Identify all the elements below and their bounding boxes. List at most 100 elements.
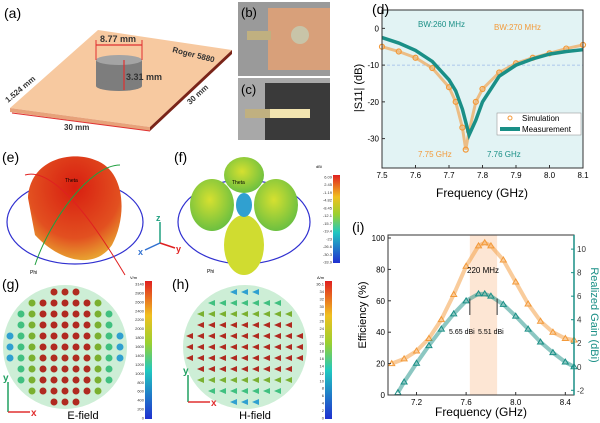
field-dot (28, 310, 36, 318)
efficiency-point (511, 277, 520, 285)
field-dot (105, 365, 113, 373)
gain-point (524, 325, 533, 332)
field-dot (39, 387, 47, 395)
efficiency-point (499, 256, 508, 263)
field-dot (61, 332, 69, 340)
annotation-bandwidth: 220 MHz (467, 266, 499, 275)
colorbar-unit: V/m (130, 275, 138, 280)
field-arrow (274, 355, 281, 361)
field-dot (72, 354, 80, 362)
field-dot (116, 354, 124, 362)
field-dot (72, 321, 80, 329)
colorbar-tick-label: 1200 (135, 362, 145, 367)
field-arrow (230, 300, 237, 306)
field-dot (50, 299, 58, 307)
colorbar-tick-label: 400 (137, 398, 144, 403)
field-arrow (197, 377, 204, 383)
colorbar-tick-label: 30 (320, 304, 325, 309)
x-tick-label: 7.7 (443, 171, 455, 180)
colorbar-unit: A/m (317, 275, 325, 280)
field-arrow (230, 355, 237, 361)
colorbar-tick-label: 12 (320, 371, 325, 376)
annotation-gain-low: 5.65 dBi (449, 329, 475, 336)
x-axis-label: Frequency (GHz) (435, 405, 527, 419)
gain-point (425, 341, 433, 349)
y-axis-label: y (183, 366, 189, 377)
field-dot (61, 343, 69, 351)
field-dot (17, 321, 25, 329)
colorbar-tick-label: 8 (322, 386, 325, 391)
field-arrow (219, 366, 226, 372)
colorbar-tick-label: 800 (137, 380, 144, 385)
colorbar-tick-label: 2400 (135, 308, 145, 313)
panel-label: (c) (241, 82, 256, 97)
efficiency-point (400, 354, 409, 362)
field-dot (116, 343, 124, 351)
field-arrow (263, 322, 270, 328)
colorbar-tick-label: 14 (320, 363, 325, 368)
field-arrow (197, 366, 204, 372)
field-arrow (263, 355, 270, 361)
field-dot (39, 365, 47, 373)
field-arrow (197, 355, 204, 361)
field-dot (94, 354, 102, 362)
field-dot (61, 288, 69, 296)
field-dot (39, 310, 47, 318)
panel-label: (f) (174, 149, 187, 165)
field-arrow (230, 366, 237, 372)
x-tick-label: 7.2 (411, 398, 423, 407)
panel-label: (h) (172, 276, 189, 292)
colorbar-tick-label: -33.9 (323, 260, 333, 265)
y-axis-label: y (176, 244, 181, 254)
field-dot (17, 365, 25, 373)
field-dot (28, 365, 36, 373)
field-arrow (252, 311, 259, 317)
y2-tick-label: 4 (577, 316, 582, 325)
panel-g-e-field: (g) y x E-field V/m 3140 2800 2600 2400 2200… (2, 275, 152, 422)
field-dot (83, 299, 91, 307)
field-dot (50, 387, 58, 395)
colorbar-tick-label: 1000 (135, 371, 145, 376)
colorbar-tick-label: 26 (320, 319, 325, 324)
field-arrow (208, 344, 215, 350)
field-arrow (241, 289, 248, 295)
panel-b-photo-top: (b) (238, 2, 330, 76)
field-arrow (263, 300, 270, 306)
colorbar-tick-label: 2.45 (324, 182, 333, 187)
field-dot (94, 321, 102, 329)
x-tick-label: 7.8 (477, 171, 489, 180)
efficiency-point (487, 241, 495, 249)
efficiency-point (437, 315, 446, 323)
field-arrow (285, 344, 292, 350)
field-dot (105, 310, 113, 318)
theta-label: Theta (232, 180, 245, 186)
colorbar-unit: dBi (316, 164, 322, 169)
y-tick-label: -30 (367, 135, 379, 144)
efficiency-point (549, 328, 557, 335)
colorbar-tick-label: 4 (322, 401, 325, 406)
diameter-label: 8.77 mm (100, 34, 136, 44)
gain-point (462, 296, 471, 304)
colorbar-tick-label: 0 (322, 416, 325, 421)
field-arrow (241, 399, 248, 405)
field-arrow (219, 300, 226, 306)
colorbar-tick-label: 3140 (135, 282, 145, 287)
field-arrow (219, 344, 226, 350)
field-arrow (230, 311, 237, 317)
colorbar-tick-label: 36.1 (316, 282, 325, 287)
field-arrow (252, 399, 259, 405)
panel-label: (d) (372, 1, 389, 17)
colorbar-tick-label: 24 (320, 326, 325, 331)
field-dot (61, 299, 69, 307)
field-arrow (208, 311, 215, 317)
field-arrow (208, 388, 215, 394)
panel-a-antenna-model: (a) 8.77 mm 3.31 mm Roger 5880 1.524 mm … (4, 5, 232, 132)
colorbar-tick-label: -26.6 (323, 244, 333, 249)
field-arrow (285, 311, 292, 317)
field-arrow (230, 388, 237, 394)
field-arrow (208, 300, 215, 306)
x-tick-label: 8.1 (577, 171, 589, 180)
field-caption: H-field (239, 410, 271, 422)
colorbar-tick-label: -19.4 (323, 229, 333, 234)
field-arrow (252, 355, 259, 361)
